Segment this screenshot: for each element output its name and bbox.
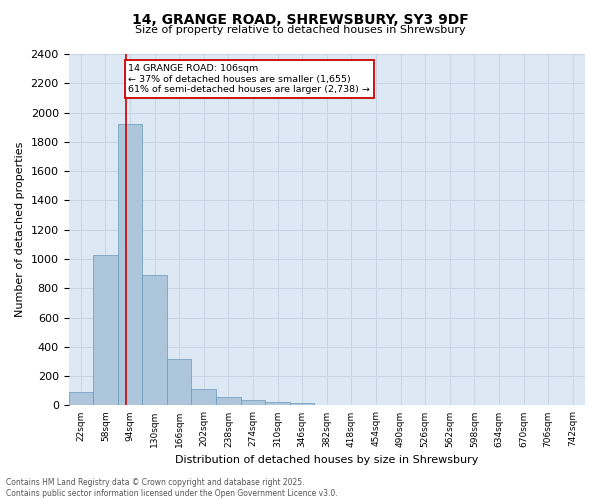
Bar	[314, 404, 339, 406]
Bar	[191, 388, 216, 406]
Text: 14 GRANGE ROAD: 106sqm
← 37% of detached houses are smaller (1,655)
61% of semi-: 14 GRANGE ROAD: 106sqm ← 37% of detached…	[128, 64, 370, 94]
Text: Contains HM Land Registry data © Crown copyright and database right 2025.
Contai: Contains HM Land Registry data © Crown c…	[6, 478, 338, 498]
Bar	[265, 402, 290, 406]
Y-axis label: Number of detached properties: Number of detached properties	[15, 142, 25, 318]
Bar	[68, 392, 93, 406]
Bar	[290, 403, 314, 406]
Bar	[93, 254, 118, 406]
Bar	[216, 398, 241, 406]
Text: 14, GRANGE ROAD, SHREWSBURY, SY3 9DF: 14, GRANGE ROAD, SHREWSBURY, SY3 9DF	[131, 12, 469, 26]
Bar	[167, 358, 191, 406]
Text: Size of property relative to detached houses in Shrewsbury: Size of property relative to detached ho…	[134, 25, 466, 35]
X-axis label: Distribution of detached houses by size in Shrewsbury: Distribution of detached houses by size …	[175, 455, 478, 465]
Bar	[142, 275, 167, 406]
Bar	[118, 124, 142, 406]
Bar	[241, 400, 265, 406]
